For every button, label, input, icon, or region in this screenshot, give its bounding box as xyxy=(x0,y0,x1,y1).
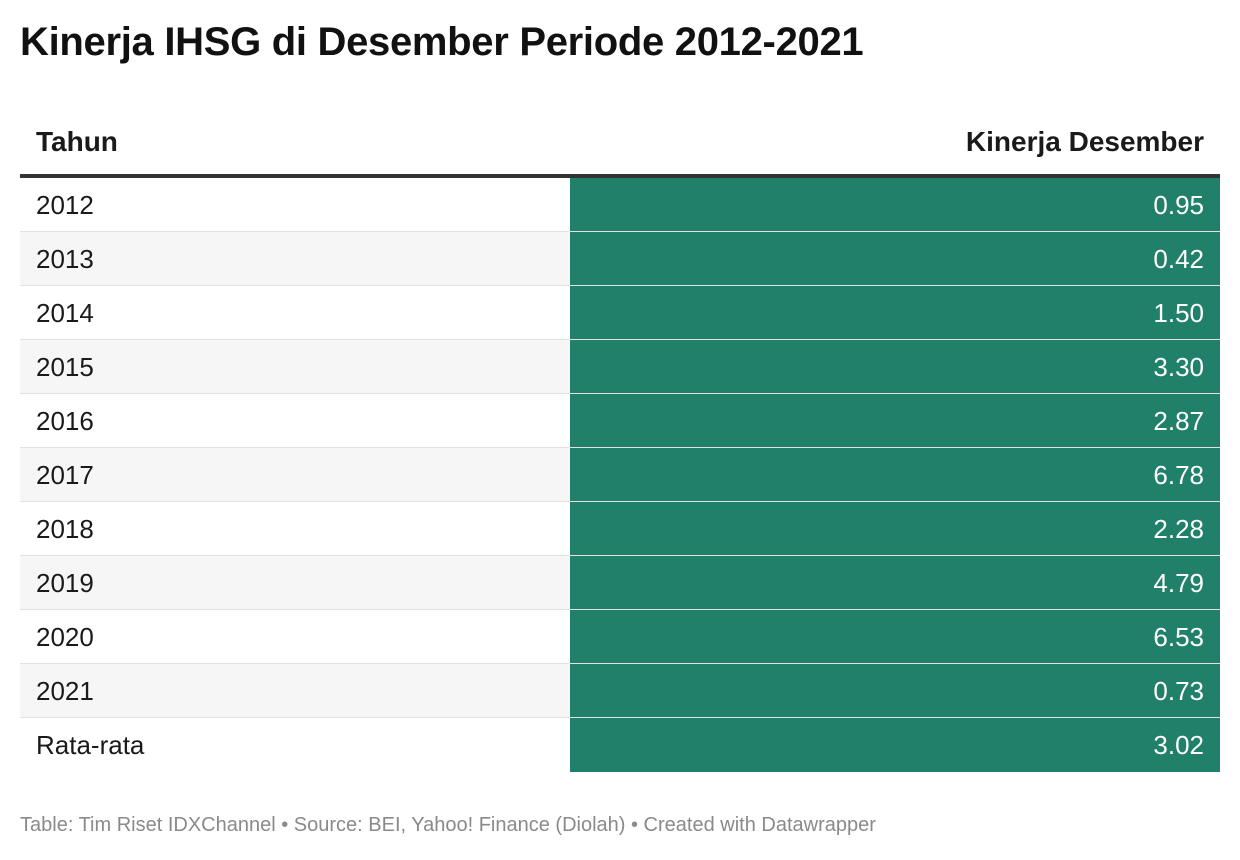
table-row: 2020 6.53 xyxy=(20,610,1220,664)
value-cell: 3.02 xyxy=(1153,730,1204,760)
value-cell: 6.53 xyxy=(1153,622,1204,652)
table-row: 2021 0.73 xyxy=(20,664,1220,718)
value-cell: 0.73 xyxy=(1153,676,1204,706)
year-cell: 2015 xyxy=(36,352,94,382)
value-cell-fill: 3.30 xyxy=(570,340,1220,393)
value-cell: 3.30 xyxy=(1153,352,1204,382)
table-row: 2013 0.42 xyxy=(20,232,1220,286)
table-row: 2016 2.87 xyxy=(20,394,1220,448)
value-cell: 2.28 xyxy=(1153,514,1204,544)
table-row: 2012 0.95 xyxy=(20,178,1220,232)
year-cell: 2016 xyxy=(36,406,94,436)
value-cell-fill: 6.78 xyxy=(570,448,1220,501)
table-row: 2015 3.30 xyxy=(20,340,1220,394)
year-cell: 2021 xyxy=(36,676,94,706)
year-cell: 2018 xyxy=(36,514,94,544)
value-cell: 2.87 xyxy=(1153,406,1204,436)
year-cell: Rata-rata xyxy=(36,730,145,760)
value-cell: 0.42 xyxy=(1153,244,1204,274)
table-body: 2012 0.95 2013 0.42 2014 1.50 2015 3.30 2016 2.87… xyxy=(20,178,1220,772)
table-row: Rata-rata 3.02 xyxy=(20,718,1220,772)
table-row: 2014 1.50 xyxy=(20,286,1220,340)
source-footer: Table: Tim Riset IDXChannel • Source: BE… xyxy=(20,814,876,836)
value-cell-fill: 0.42 xyxy=(570,232,1220,285)
value-cell: 1.50 xyxy=(1153,298,1204,328)
table-row: 2017 6.78 xyxy=(20,448,1220,502)
year-cell: 2013 xyxy=(36,244,94,274)
chart-title: Kinerja IHSG di Desember Periode 2012-20… xyxy=(20,20,864,64)
value-cell-fill: 2.87 xyxy=(570,394,1220,447)
value-cell: 4.79 xyxy=(1153,568,1204,598)
value-cell: 0.95 xyxy=(1153,190,1204,220)
value-cell-fill: 4.79 xyxy=(570,556,1220,609)
year-cell: 2019 xyxy=(36,568,94,598)
data-table: Tahun Kinerja Desember 2012 0.95 2013 0.42 2… xyxy=(20,112,1220,772)
value-cell-fill: 1.50 xyxy=(570,286,1220,339)
table-row: 2018 2.28 xyxy=(20,502,1220,556)
column-header-value[interactable]: Kinerja Desember xyxy=(965,126,1204,157)
value-cell: 6.78 xyxy=(1153,460,1204,490)
value-cell-fill: 0.95 xyxy=(570,178,1220,231)
value-cell-fill: 0.73 xyxy=(570,664,1220,717)
table-row: 2019 4.79 xyxy=(20,556,1220,610)
year-cell: 2014 xyxy=(36,298,94,328)
value-cell-fill: 3.02 xyxy=(570,718,1220,772)
value-cell-fill: 2.28 xyxy=(570,502,1220,555)
year-cell: 2012 xyxy=(36,190,94,220)
year-cell: 2020 xyxy=(36,622,94,652)
value-cell-fill: 6.53 xyxy=(570,610,1220,663)
table-header: Tahun Kinerja Desember xyxy=(20,112,1220,178)
year-cell: 2017 xyxy=(36,460,94,490)
column-header-year[interactable]: Tahun xyxy=(36,126,118,157)
